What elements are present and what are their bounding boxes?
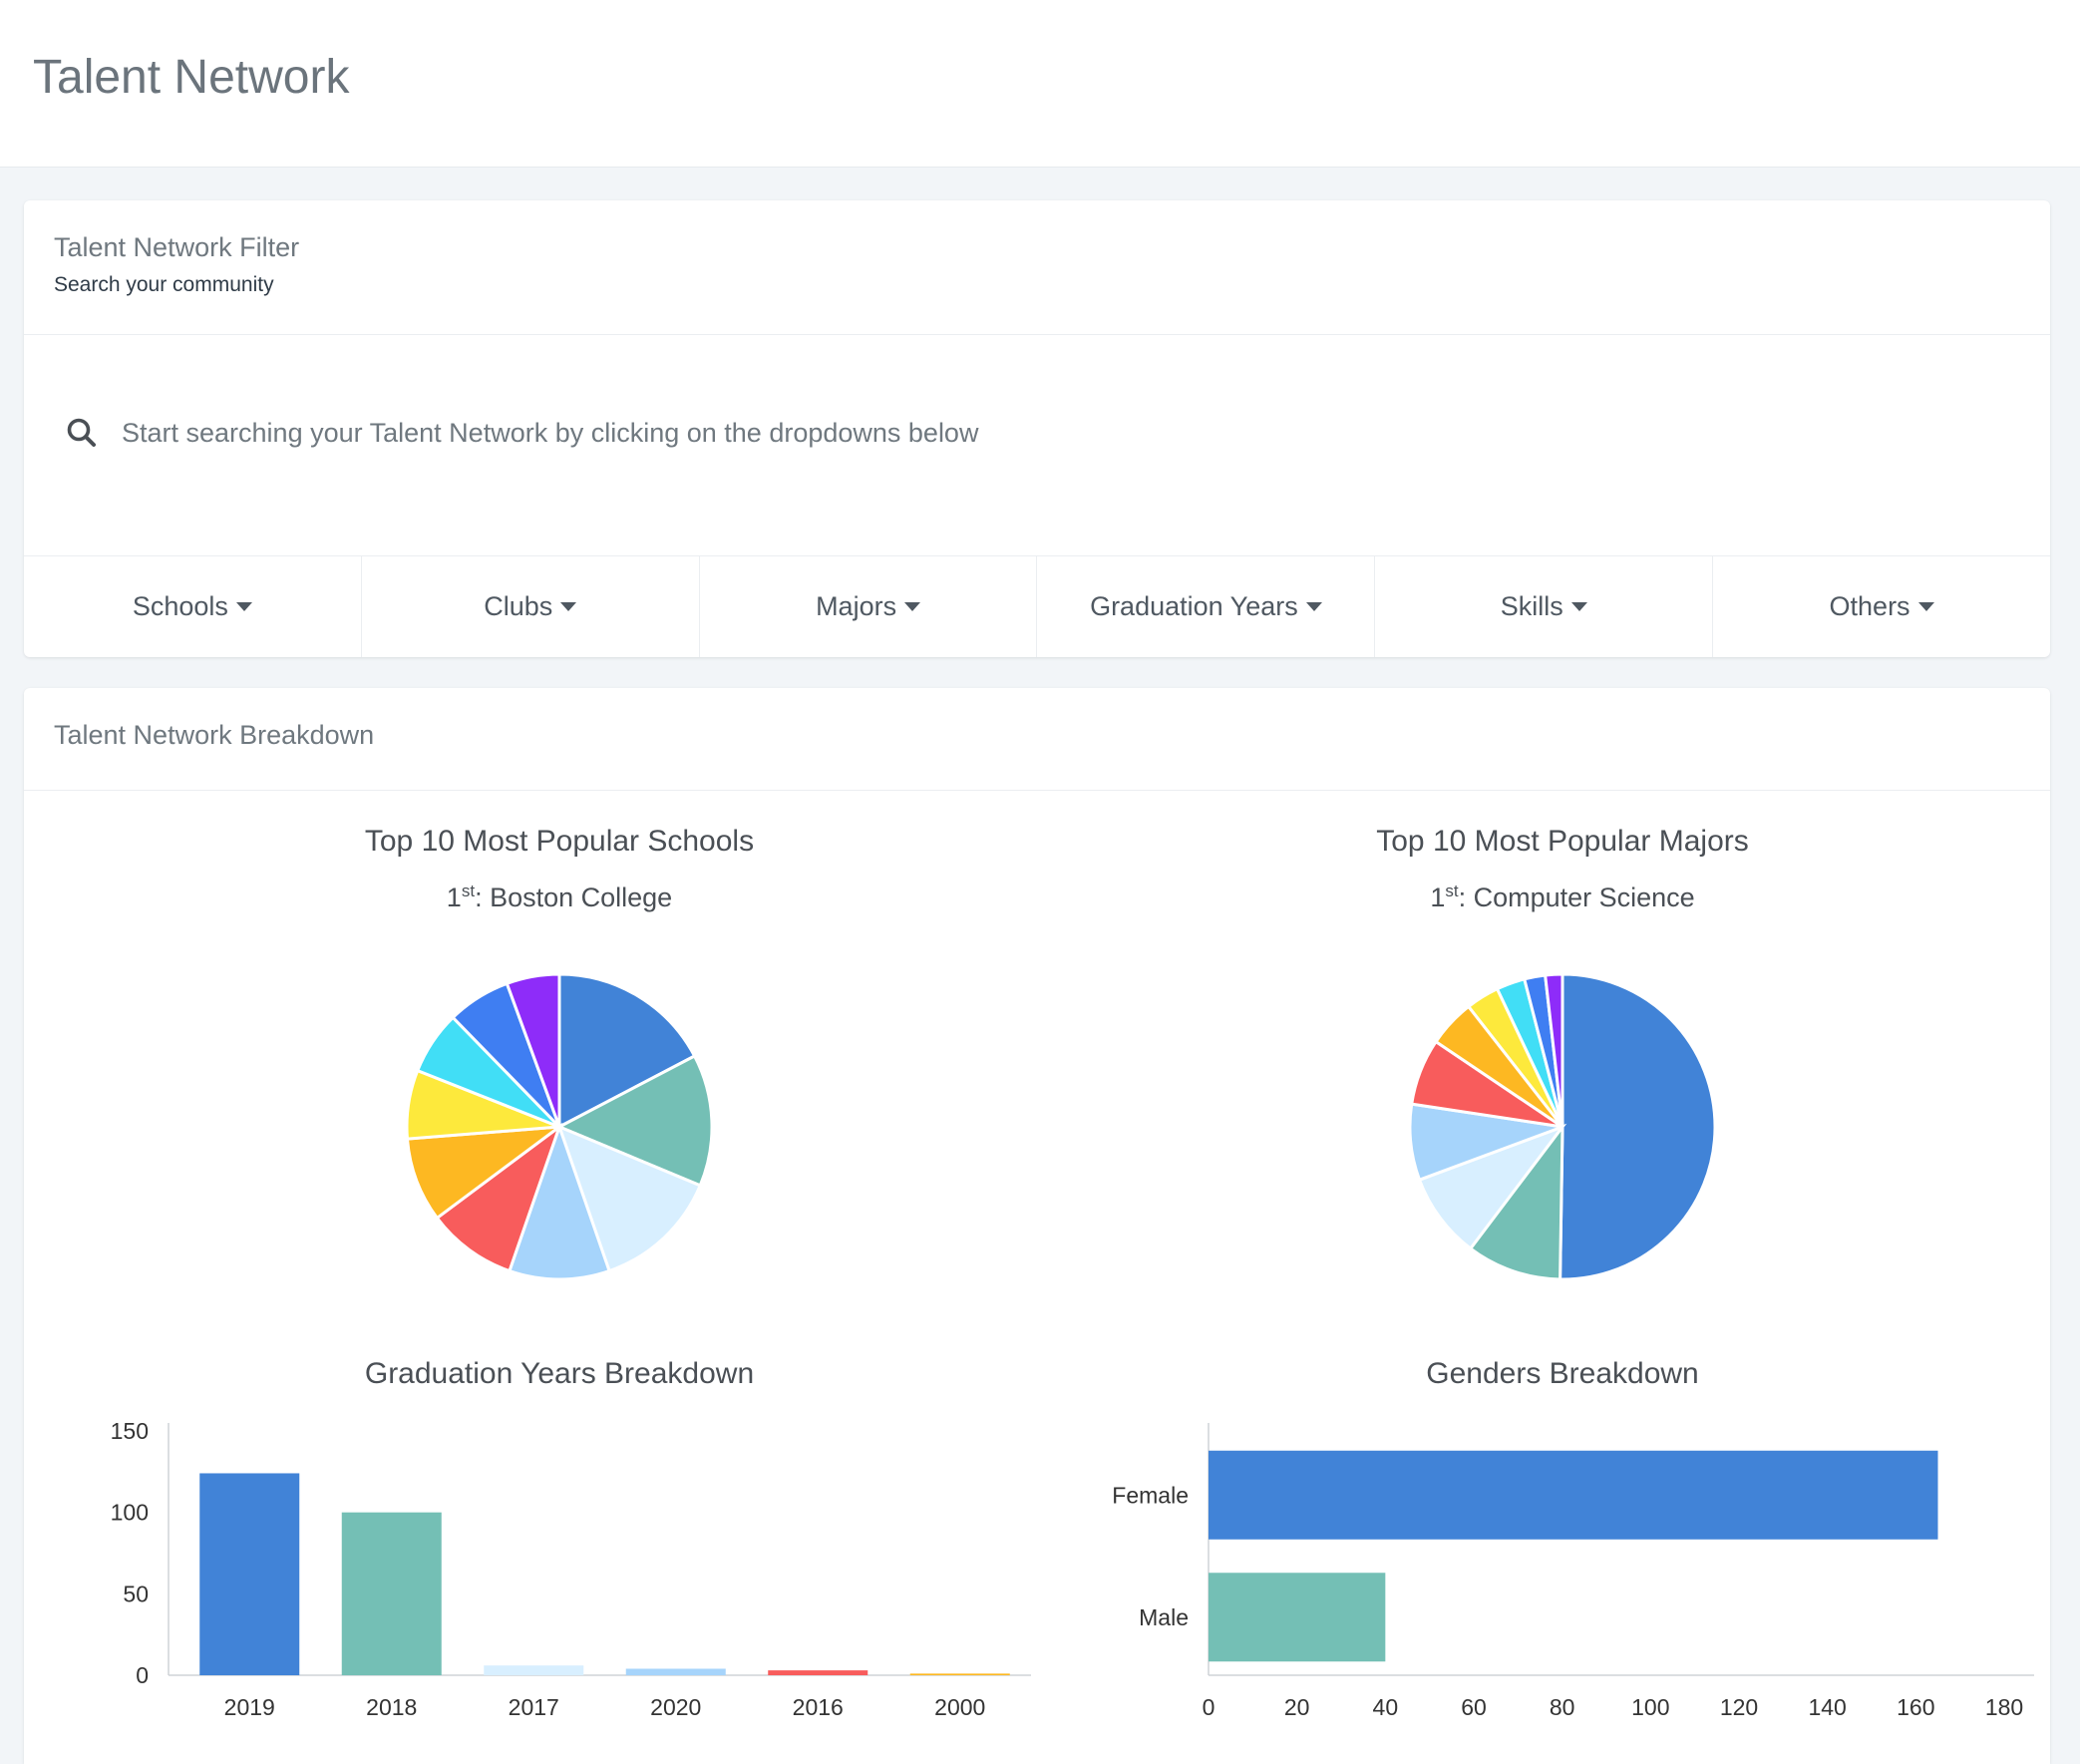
x-tick-label: 160 xyxy=(1897,1694,1934,1715)
majors-pie-slice[interactable] xyxy=(1417,1123,1567,1251)
caret-down-icon xyxy=(560,602,577,611)
majors-chart-title: Top 10 Most Popular Majors xyxy=(1376,825,1749,858)
graduation-year-bar[interactable] xyxy=(909,1673,1010,1675)
graduation-year-bar[interactable] xyxy=(484,1665,584,1675)
filter-card: Talent Network Filter Search your commun… xyxy=(24,200,2050,657)
schools-rank: 1 xyxy=(446,882,462,912)
graduation-years-dropdown[interactable]: Graduation Years xyxy=(1037,556,1376,657)
filter-dropdown-row: Schools Clubs Majors Graduation Years Sk… xyxy=(24,556,2050,657)
x-tick-label: 0 xyxy=(1203,1694,1215,1715)
x-tick-label: 20 xyxy=(1284,1694,1310,1715)
caret-down-icon xyxy=(235,602,252,611)
clubs-dropdown[interactable]: Clubs xyxy=(362,556,700,657)
schools-pie-slice[interactable] xyxy=(435,1122,563,1273)
y-tick-label: 100 xyxy=(111,1500,149,1526)
breakdown-card-title: Talent Network Breakdown xyxy=(54,720,375,750)
schools-pie-slice[interactable] xyxy=(508,1122,611,1281)
x-tick-label: 2019 xyxy=(224,1694,275,1715)
x-tick-label: 2017 xyxy=(509,1694,559,1715)
schools-pie-slice[interactable] xyxy=(555,1053,714,1188)
top-bar: Talent Network xyxy=(0,0,2080,168)
page-title: Talent Network xyxy=(33,51,350,104)
x-tick-label: 2000 xyxy=(934,1694,985,1715)
graduation-years-dropdown-label: Graduation Years xyxy=(1090,591,1298,621)
x-tick-label: 120 xyxy=(1720,1694,1758,1715)
filter-card-header: Talent Network Filter Search your commun… xyxy=(24,200,2050,335)
schools-dropdown[interactable]: Schools xyxy=(24,556,362,657)
caret-down-icon xyxy=(1305,602,1322,611)
y-tick-label: 0 xyxy=(136,1662,149,1688)
schools-rank-suffix: st xyxy=(461,882,476,900)
graduation-bar-chart: 0 50 100 150 2019 2018 2017 2020 2016 2000 xyxy=(111,1418,1031,1715)
y-tick-label: 150 xyxy=(111,1418,149,1444)
search-input[interactable] xyxy=(122,408,1518,458)
clubs-dropdown-label: Clubs xyxy=(484,591,553,621)
schools-pie-slice[interactable] xyxy=(557,972,697,1130)
x-tick-label: 2018 xyxy=(366,1694,417,1715)
skills-dropdown-label: Skills xyxy=(1500,591,1563,621)
schools-pie-slice[interactable] xyxy=(556,1124,703,1273)
graduation-chart-title: Graduation Years Breakdown xyxy=(364,1357,755,1390)
breakdown-card: Talent Network Breakdown Top 10 Most Pop… xyxy=(24,688,2050,1764)
x-tick-label: 40 xyxy=(1373,1694,1399,1715)
x-tick-label: 2016 xyxy=(793,1694,844,1715)
gender-bar[interactable] xyxy=(1209,1450,1938,1540)
filter-card-subtitle: Search your community xyxy=(54,273,274,296)
y-tick-label: 50 xyxy=(123,1581,149,1606)
majors-dropdown-label: Majors xyxy=(816,591,897,621)
search-icon xyxy=(67,418,96,447)
schools-chart-subtitle: 1st: Boston College xyxy=(161,882,958,913)
x-tick-label: 2020 xyxy=(650,1694,701,1715)
graduation-year-bar[interactable] xyxy=(341,1512,442,1675)
breakdown-card-header: Talent Network Breakdown xyxy=(24,688,2050,791)
majors-pie-slice[interactable] xyxy=(1468,1122,1564,1281)
caret-down-icon xyxy=(1917,602,1934,611)
gender-bar[interactable] xyxy=(1209,1573,1386,1662)
genders-chart-title: Genders Breakdown xyxy=(1426,1357,1699,1390)
majors-pie-slice[interactable] xyxy=(1559,972,1717,1281)
majors-dropdown[interactable]: Majors xyxy=(700,556,1038,657)
schools-pie-slice[interactable] xyxy=(505,972,561,1128)
schools-pie-chart xyxy=(405,972,714,1281)
skills-dropdown[interactable]: Skills xyxy=(1375,556,1714,657)
majors-top-value: : Computer Science xyxy=(1458,882,1695,912)
schools-dropdown-label: Schools xyxy=(132,591,228,621)
x-tick-label: 140 xyxy=(1808,1694,1846,1715)
majors-pie-chart xyxy=(1408,972,1717,1281)
graduation-year-bar[interactable] xyxy=(199,1473,300,1675)
x-tick-label: 60 xyxy=(1461,1694,1487,1715)
others-dropdown-label: Others xyxy=(1829,591,1910,621)
search-row xyxy=(24,335,2050,556)
graduation-year-bar[interactable] xyxy=(768,1670,868,1675)
others-dropdown[interactable]: Others xyxy=(1713,556,2050,657)
filter-card-title: Talent Network Filter xyxy=(54,232,300,262)
x-tick-label: 180 xyxy=(1985,1694,2023,1715)
schools-top-value: : Boston College xyxy=(475,882,673,912)
schools-chart-title: Top 10 Most Popular Schools xyxy=(364,825,755,858)
graduation-year-bar[interactable] xyxy=(625,1668,726,1675)
caret-down-icon xyxy=(904,602,921,611)
majors-pie-slice[interactable] xyxy=(1543,972,1564,1128)
x-tick-label: 100 xyxy=(1631,1694,1669,1715)
genders-bar-chart: 0 20 40 60 80 100 120 140 160 180 Female Male xyxy=(1112,1423,2034,1715)
y-tick-label: Male xyxy=(1139,1604,1189,1630)
majors-rank: 1 xyxy=(1430,882,1446,912)
schools-pie-slice[interactable] xyxy=(405,1125,565,1221)
y-tick-label: Female xyxy=(1112,1482,1189,1508)
x-tick-label: 80 xyxy=(1550,1694,1575,1715)
majors-chart-subtitle: 1st: Computer Science xyxy=(1164,882,1961,913)
caret-down-icon xyxy=(1570,602,1587,611)
majors-rank-suffix: st xyxy=(1445,882,1459,900)
